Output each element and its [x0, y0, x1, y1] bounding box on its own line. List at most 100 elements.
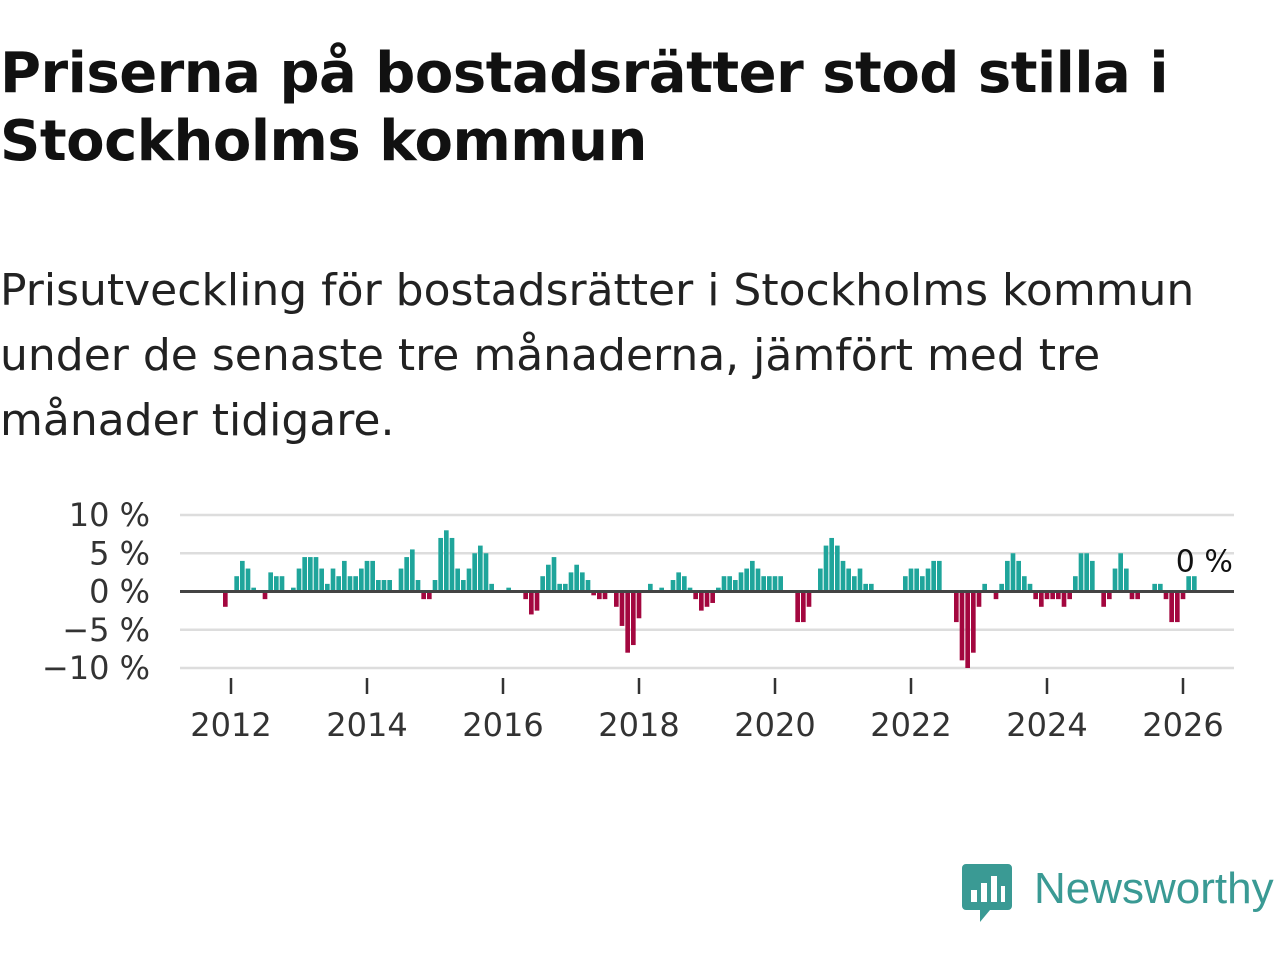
bar	[710, 591, 715, 603]
bar	[1027, 583, 1033, 592]
bar	[1192, 576, 1197, 592]
bar	[342, 560, 347, 592]
bar	[750, 560, 755, 592]
bar	[670, 580, 676, 592]
bar	[466, 568, 472, 592]
bar	[914, 568, 919, 592]
x-tick-label: 2012	[190, 706, 271, 744]
bar	[461, 580, 466, 592]
bar	[268, 572, 273, 592]
bar	[1090, 560, 1095, 592]
bar	[823, 545, 829, 592]
bar	[597, 591, 602, 600]
bar	[976, 591, 982, 607]
bar	[806, 591, 812, 607]
bar	[381, 580, 387, 592]
bar	[1163, 591, 1169, 600]
bar	[840, 560, 846, 592]
bar	[387, 580, 392, 592]
bar	[1129, 591, 1135, 600]
y-tick-label: 0 %	[89, 573, 150, 611]
bar	[302, 557, 307, 592]
bar	[432, 580, 438, 592]
bar	[931, 560, 936, 592]
bar	[421, 591, 426, 600]
bar	[415, 580, 421, 592]
bar	[1073, 576, 1078, 592]
bar	[687, 587, 693, 592]
bar	[908, 568, 914, 592]
bar	[591, 591, 596, 596]
bar	[364, 560, 370, 592]
bar	[954, 591, 959, 623]
bar	[223, 591, 228, 607]
bar	[614, 591, 619, 607]
bar	[1180, 591, 1186, 600]
bar	[721, 576, 727, 592]
x-tick-label: 2020	[734, 706, 815, 744]
bar	[659, 587, 664, 592]
bar	[1056, 591, 1061, 600]
bar	[1158, 583, 1163, 592]
x-tick-label: 2024	[1006, 706, 1087, 744]
newsworthy-logo: Newsworthy	[962, 862, 1280, 928]
bar	[801, 591, 806, 623]
bar	[1101, 591, 1106, 607]
bar	[993, 591, 999, 600]
bar	[846, 568, 851, 592]
bar	[274, 576, 279, 592]
bar	[1112, 568, 1118, 592]
bar	[852, 576, 857, 592]
bar	[869, 583, 874, 592]
chart-subtitle: Prisutveckling för bostadsrätter i Stock…	[0, 265, 1195, 446]
bar-chart-speech-bubble-icon	[962, 864, 1012, 922]
bar	[427, 591, 432, 600]
bar	[1107, 591, 1112, 600]
bar	[982, 583, 987, 592]
bar	[1084, 553, 1089, 592]
bar	[398, 568, 404, 592]
bar	[857, 568, 863, 592]
bar	[478, 545, 483, 592]
brand-name: Newsworthy	[1034, 864, 1274, 913]
bar	[772, 576, 778, 592]
bar	[1135, 591, 1140, 600]
x-tick-label: 2026	[1142, 706, 1223, 744]
bar	[359, 568, 364, 592]
bar	[438, 537, 443, 592]
bar	[959, 591, 965, 661]
bar	[410, 549, 415, 592]
bar	[648, 583, 653, 592]
bar	[557, 583, 562, 592]
y-tick-label: 5 %	[89, 534, 150, 572]
bar	[483, 553, 489, 592]
bar	[631, 591, 636, 646]
y-tick-label: −10 %	[42, 649, 150, 687]
bar	[1169, 591, 1174, 623]
bar	[563, 583, 568, 592]
bar	[716, 587, 721, 592]
bar	[325, 583, 330, 592]
bar	[262, 591, 268, 600]
bar	[580, 572, 585, 592]
bar	[523, 591, 528, 600]
bar	[795, 591, 800, 623]
bar	[1175, 591, 1180, 623]
bar	[279, 576, 285, 592]
bar	[733, 580, 738, 592]
bar	[296, 568, 302, 592]
bar	[568, 572, 574, 592]
bar	[489, 583, 494, 592]
bar	[529, 591, 534, 615]
bar	[1010, 553, 1016, 592]
bar	[347, 576, 353, 592]
bar	[625, 591, 630, 653]
bar	[1061, 591, 1067, 607]
bar	[1067, 591, 1072, 600]
x-tick-label: 2014	[326, 706, 407, 744]
bar	[319, 568, 324, 592]
bar	[370, 560, 375, 592]
bar	[903, 576, 908, 592]
bar	[251, 587, 256, 592]
bar	[546, 564, 551, 592]
